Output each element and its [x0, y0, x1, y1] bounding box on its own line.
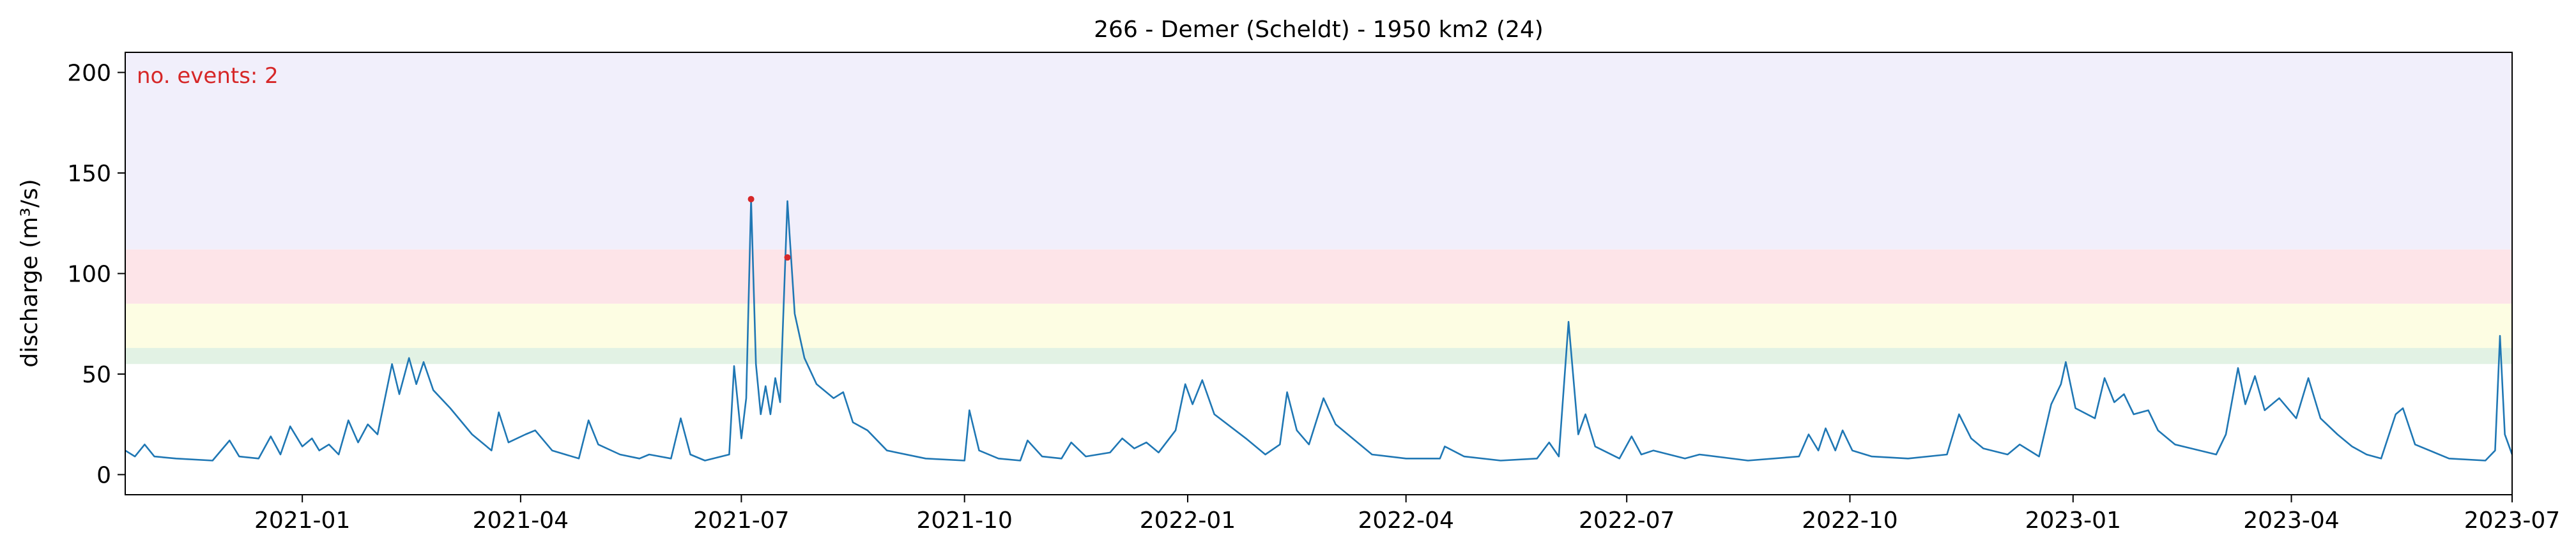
y-tick-label-3: 150 — [67, 161, 111, 187]
x-tick-label-0: 2021-01 — [254, 507, 350, 534]
threshold-band-3 — [125, 52, 2512, 250]
event-count-annotation: no. events: 2 — [137, 63, 279, 89]
x-tick-label-6: 2022-07 — [1579, 507, 1675, 534]
x-tick-label-7: 2022-10 — [1802, 507, 1897, 534]
threshold-bands — [125, 52, 2512, 364]
x-tick-label-1: 2021-04 — [473, 507, 569, 534]
x-tick-label-3: 2021-10 — [916, 507, 1012, 534]
x-tick-label-2: 2021-07 — [693, 507, 789, 534]
event-markers — [747, 195, 791, 261]
threshold-band-0 — [125, 348, 2512, 364]
y-axis-label: discharge (m³/s) — [17, 179, 43, 367]
event-marker-1 — [784, 254, 791, 261]
y-tick-label-4: 200 — [67, 61, 111, 87]
y-tick-label-1: 50 — [82, 362, 111, 388]
x-axis: 2021-01 2021-04 2021-07 2021-10 2022-01 2022-… — [254, 495, 2560, 534]
y-axis: 0 50 100 150 200 — [67, 61, 125, 489]
x-tick-label-9: 2023-04 — [2243, 507, 2339, 534]
discharge-series-line — [125, 198, 2513, 462]
chart-title: 266 - Demer (Scheldt) - 1950 km2 (24) — [1094, 17, 1544, 43]
y-tick-label-0: 0 — [96, 463, 111, 489]
threshold-band-2 — [125, 249, 2512, 304]
x-tick-label-8: 2023-01 — [2025, 507, 2121, 534]
x-tick-label-5: 2022-04 — [1358, 507, 1453, 534]
x-tick-label-4: 2022-01 — [1140, 507, 1236, 534]
x-tick-label-10: 2023-07 — [2464, 507, 2560, 534]
event-marker-0 — [747, 195, 755, 202]
threshold-band-1 — [125, 303, 2512, 349]
y-tick-label-2: 100 — [67, 262, 111, 288]
